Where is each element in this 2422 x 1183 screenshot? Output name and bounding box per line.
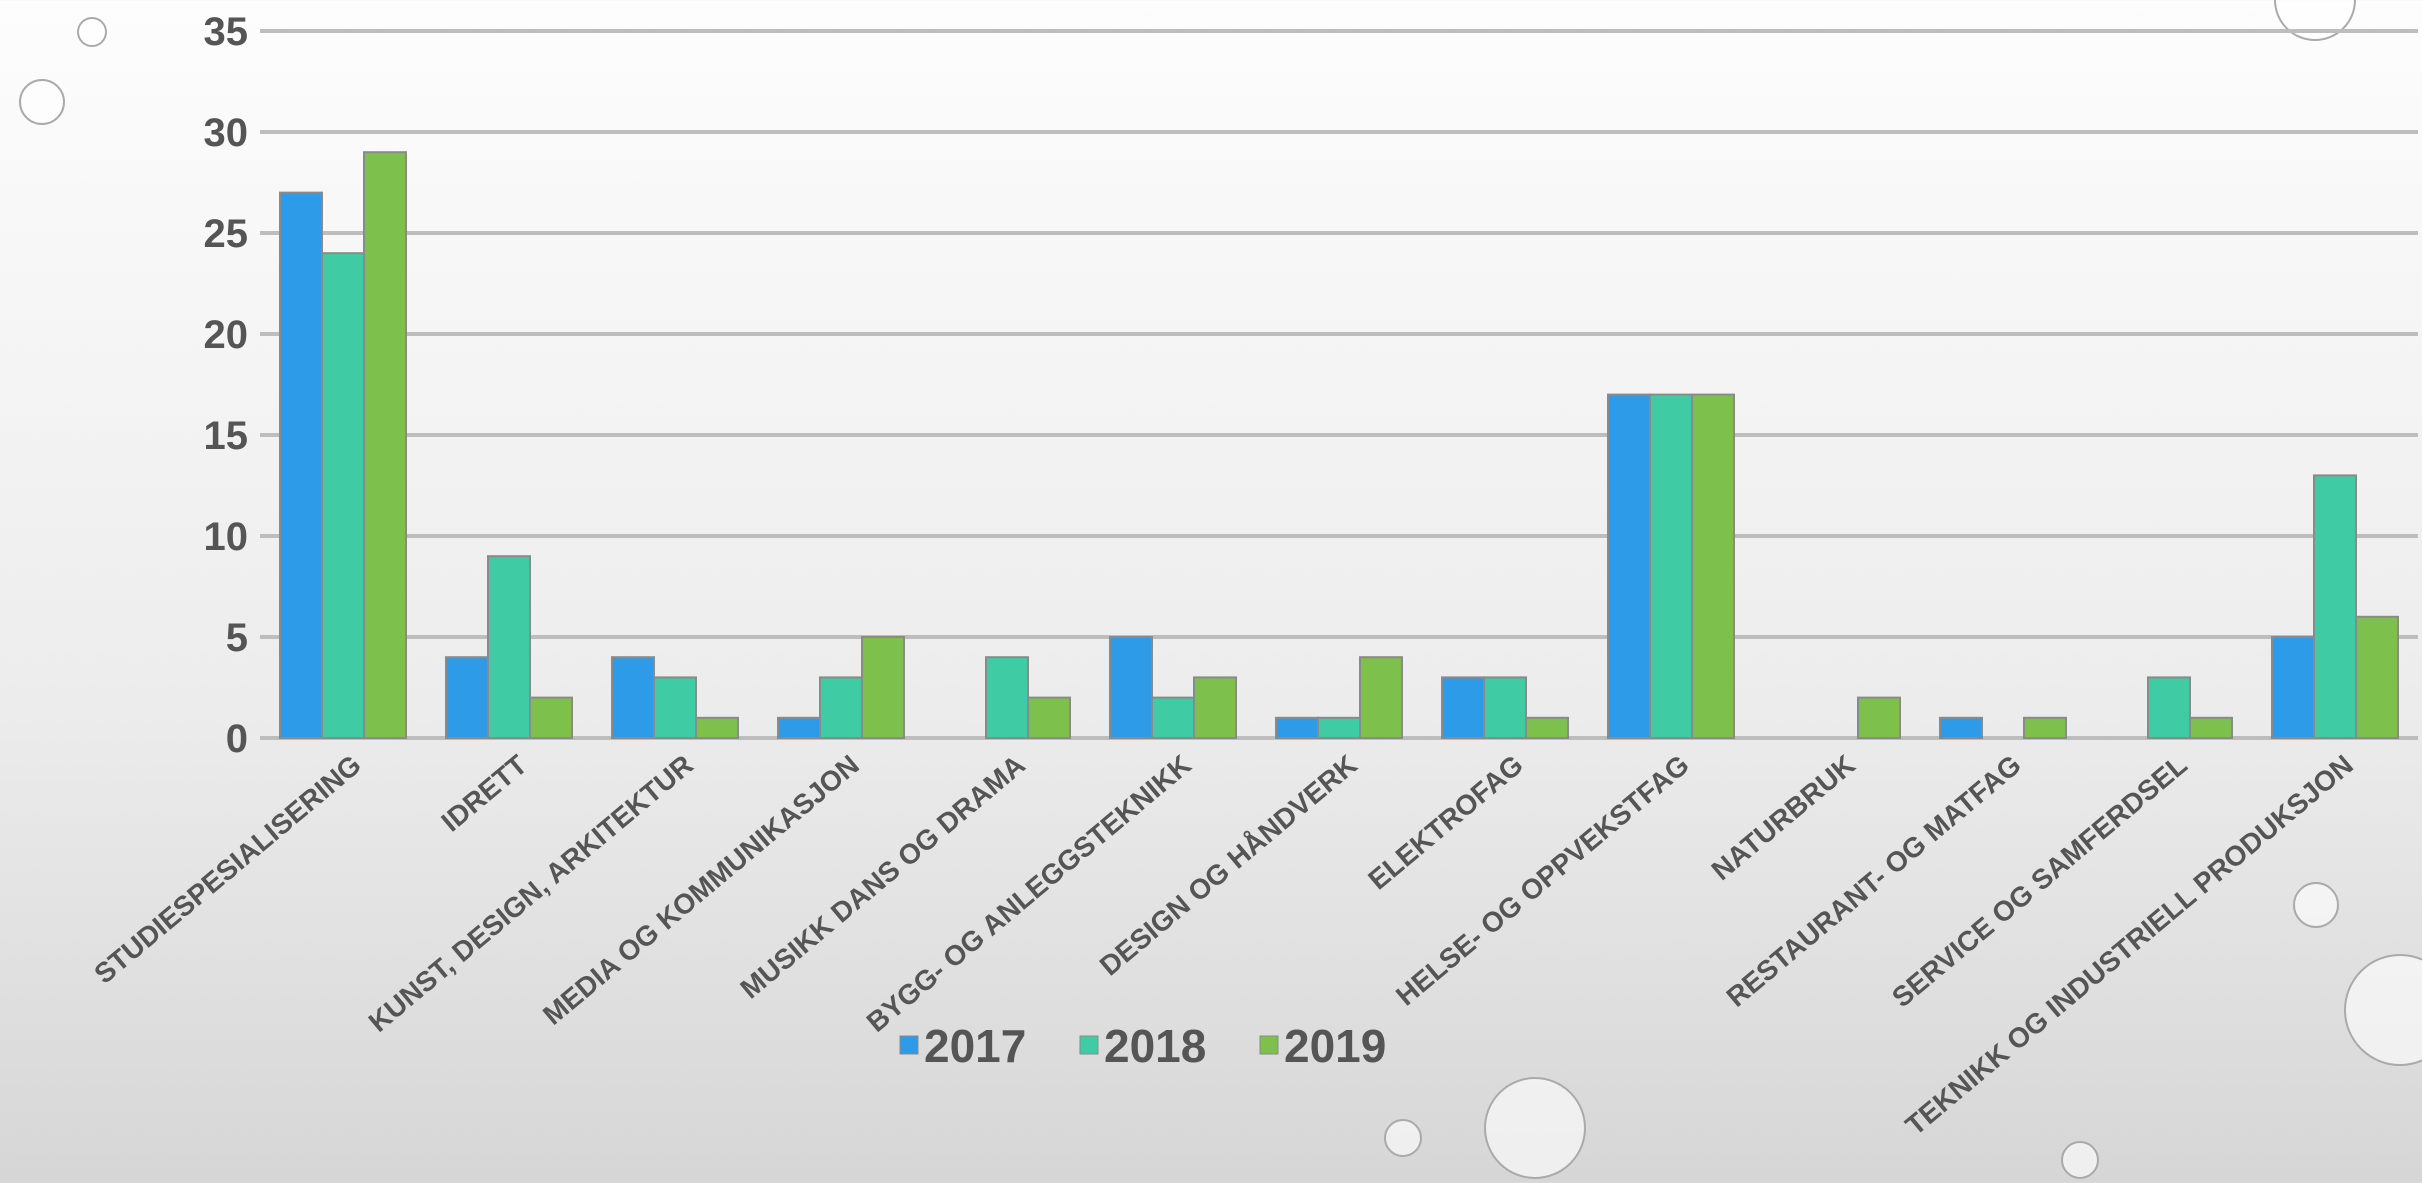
x-tick-label: MEDIA OG KOMMUNIKASJON	[537, 749, 865, 1031]
bar	[487, 555, 531, 740]
bar	[2313, 474, 2357, 739]
bar	[279, 191, 323, 740]
bar	[1109, 636, 1153, 739]
bar	[445, 656, 489, 740]
legend-swatch	[899, 1035, 919, 1055]
y-tick-label: 20	[204, 313, 249, 357]
bar	[1151, 696, 1195, 739]
x-tick-label: KUNST, DESIGN, ARKITEKTUR	[363, 749, 699, 1038]
y-tick-label: 25	[204, 212, 249, 256]
bar	[653, 676, 697, 740]
y-tick-label: 30	[204, 111, 249, 155]
bar	[1857, 696, 1901, 739]
x-tick-label: BYGG- OG ANLEGGSTEKNIKK	[861, 749, 1197, 1038]
bar	[2189, 716, 2233, 739]
bar	[1027, 696, 1071, 739]
x-tick-label: HELSE- OG OPPVEKSTFAG	[1390, 749, 1695, 1012]
bar	[1275, 716, 1319, 739]
bar	[695, 716, 739, 739]
bar	[1441, 676, 1485, 740]
bar	[529, 696, 573, 739]
bar	[363, 151, 407, 739]
bar	[2023, 716, 2067, 739]
bar	[1691, 393, 1735, 739]
bar	[985, 656, 1029, 740]
bar	[1649, 393, 1693, 739]
y-tick-label: 10	[204, 515, 249, 559]
bar	[819, 676, 863, 740]
bar	[2147, 676, 2191, 740]
legend-label: 2018	[1104, 1020, 1206, 1072]
bar	[1193, 676, 1237, 740]
legend-swatch	[1259, 1035, 1279, 1055]
y-tick-label: 0	[226, 717, 248, 761]
bar	[1317, 716, 1361, 739]
bar	[1525, 716, 1569, 739]
y-tick-label: 35	[204, 10, 249, 54]
x-tick-label: MUSIKK DANS OG DRAMA	[734, 749, 1030, 1005]
bar	[2271, 636, 2315, 739]
x-tick-label: IDRETT	[435, 749, 532, 838]
y-tick-label: 15	[204, 414, 249, 458]
bar	[861, 636, 905, 739]
bar	[2355, 615, 2399, 739]
x-tick-label: ELEKTROFAG	[1362, 749, 1529, 896]
legend-label: 2017	[924, 1020, 1026, 1072]
legend-swatch	[1079, 1035, 1099, 1055]
bar	[1607, 393, 1651, 739]
x-tick-label: RESTAURANT- OG MATFAG	[1721, 749, 2027, 1013]
x-tick-label: STUDIESPESIALISERING	[88, 749, 367, 990]
bar	[1939, 716, 1983, 739]
y-tick-label: 5	[226, 616, 248, 660]
bar	[1483, 676, 1527, 740]
x-tick-label: NATURBRUK	[1705, 749, 1860, 886]
bar	[611, 656, 655, 740]
x-tick-label: SERVICE OG SAMFERDSEL	[1886, 749, 2193, 1013]
decoration	[19, 0, 2422, 1179]
legend-label: 2019	[1284, 1020, 1386, 1072]
bar	[1359, 656, 1403, 740]
bar	[777, 716, 821, 739]
bar	[321, 252, 365, 739]
